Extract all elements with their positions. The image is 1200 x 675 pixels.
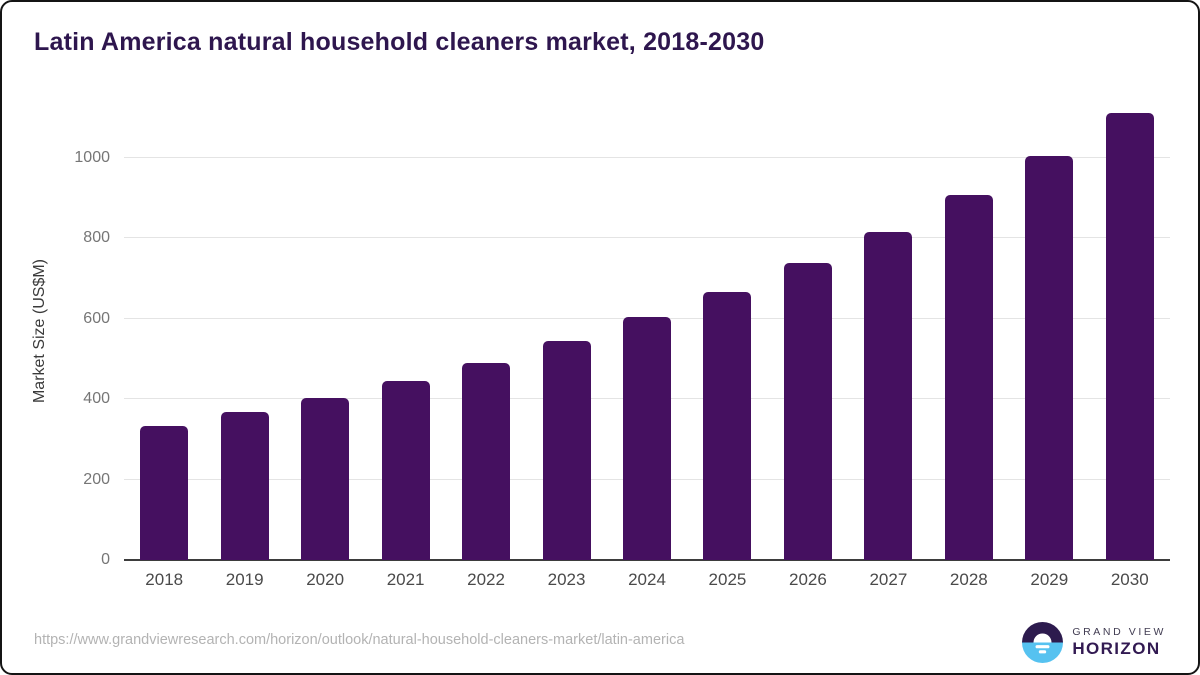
x-tick-label: 2027 [869, 570, 908, 589]
x-tick-label: 2026 [789, 570, 827, 589]
y-tick-label: 0 [101, 551, 110, 568]
x-tick-label: 2019 [225, 570, 264, 589]
y-tick-labels: 0 200 400 600 800 1000 [32, 102, 110, 568]
bar-2029 [1025, 156, 1074, 560]
plot-area [124, 102, 1170, 561]
x-tick-label: 2029 [1030, 570, 1069, 589]
x-tick-label: 2025 [708, 570, 747, 589]
bar-2026 [783, 263, 832, 560]
bar-2020 [301, 397, 350, 560]
bar-2027 [864, 231, 913, 560]
bar-2025 [703, 291, 752, 560]
logo-text: GRAND VIEW HORIZON [1072, 627, 1166, 658]
y-tick-label: 600 [83, 309, 110, 327]
gridline [124, 237, 1170, 239]
logo-brand-top: GRAND VIEW [1072, 626, 1166, 639]
x-axis-line [124, 559, 1170, 561]
x-tick-labels: 2018 2019 2020 2021 2022 2023 2024 2025 2026 2027… [124, 570, 1170, 594]
x-tick-label: 2030 [1110, 570, 1149, 589]
bar-2019 [220, 411, 269, 560]
bar-2024 [623, 317, 671, 560]
y-tick-label: 1000 [74, 148, 110, 166]
page-title: Latin America natural household cleaners… [34, 28, 765, 56]
x-tick-label: 2024 [628, 570, 666, 589]
bar-2018 [140, 426, 189, 560]
grand-view-horizon-logo: GRAND VIEW HORIZON [1022, 622, 1166, 663]
horizon-sun-icon [1022, 622, 1064, 663]
x-tick-label: 2023 [547, 570, 586, 589]
x-tick-label: 2028 [949, 570, 988, 589]
x-tick-label: 2020 [306, 570, 345, 589]
gridline [124, 156, 1170, 158]
logo-brand-bottom: HORIZON [1072, 639, 1161, 659]
x-tick-label: 2021 [386, 570, 425, 589]
bar-2021 [381, 380, 430, 560]
y-tick-label: 800 [83, 229, 110, 247]
bar-2030 [1105, 113, 1154, 560]
source-url: https://www.grandviewresearch.com/horizo… [34, 632, 685, 648]
bar-2028 [944, 195, 993, 560]
x-tick-label: 2018 [145, 570, 184, 589]
bar-2023 [542, 341, 591, 560]
y-tick-label: 400 [83, 390, 110, 408]
bar-2022 [462, 362, 511, 560]
y-tick-label: 200 [83, 470, 110, 488]
x-tick-label: 2022 [467, 570, 505, 589]
